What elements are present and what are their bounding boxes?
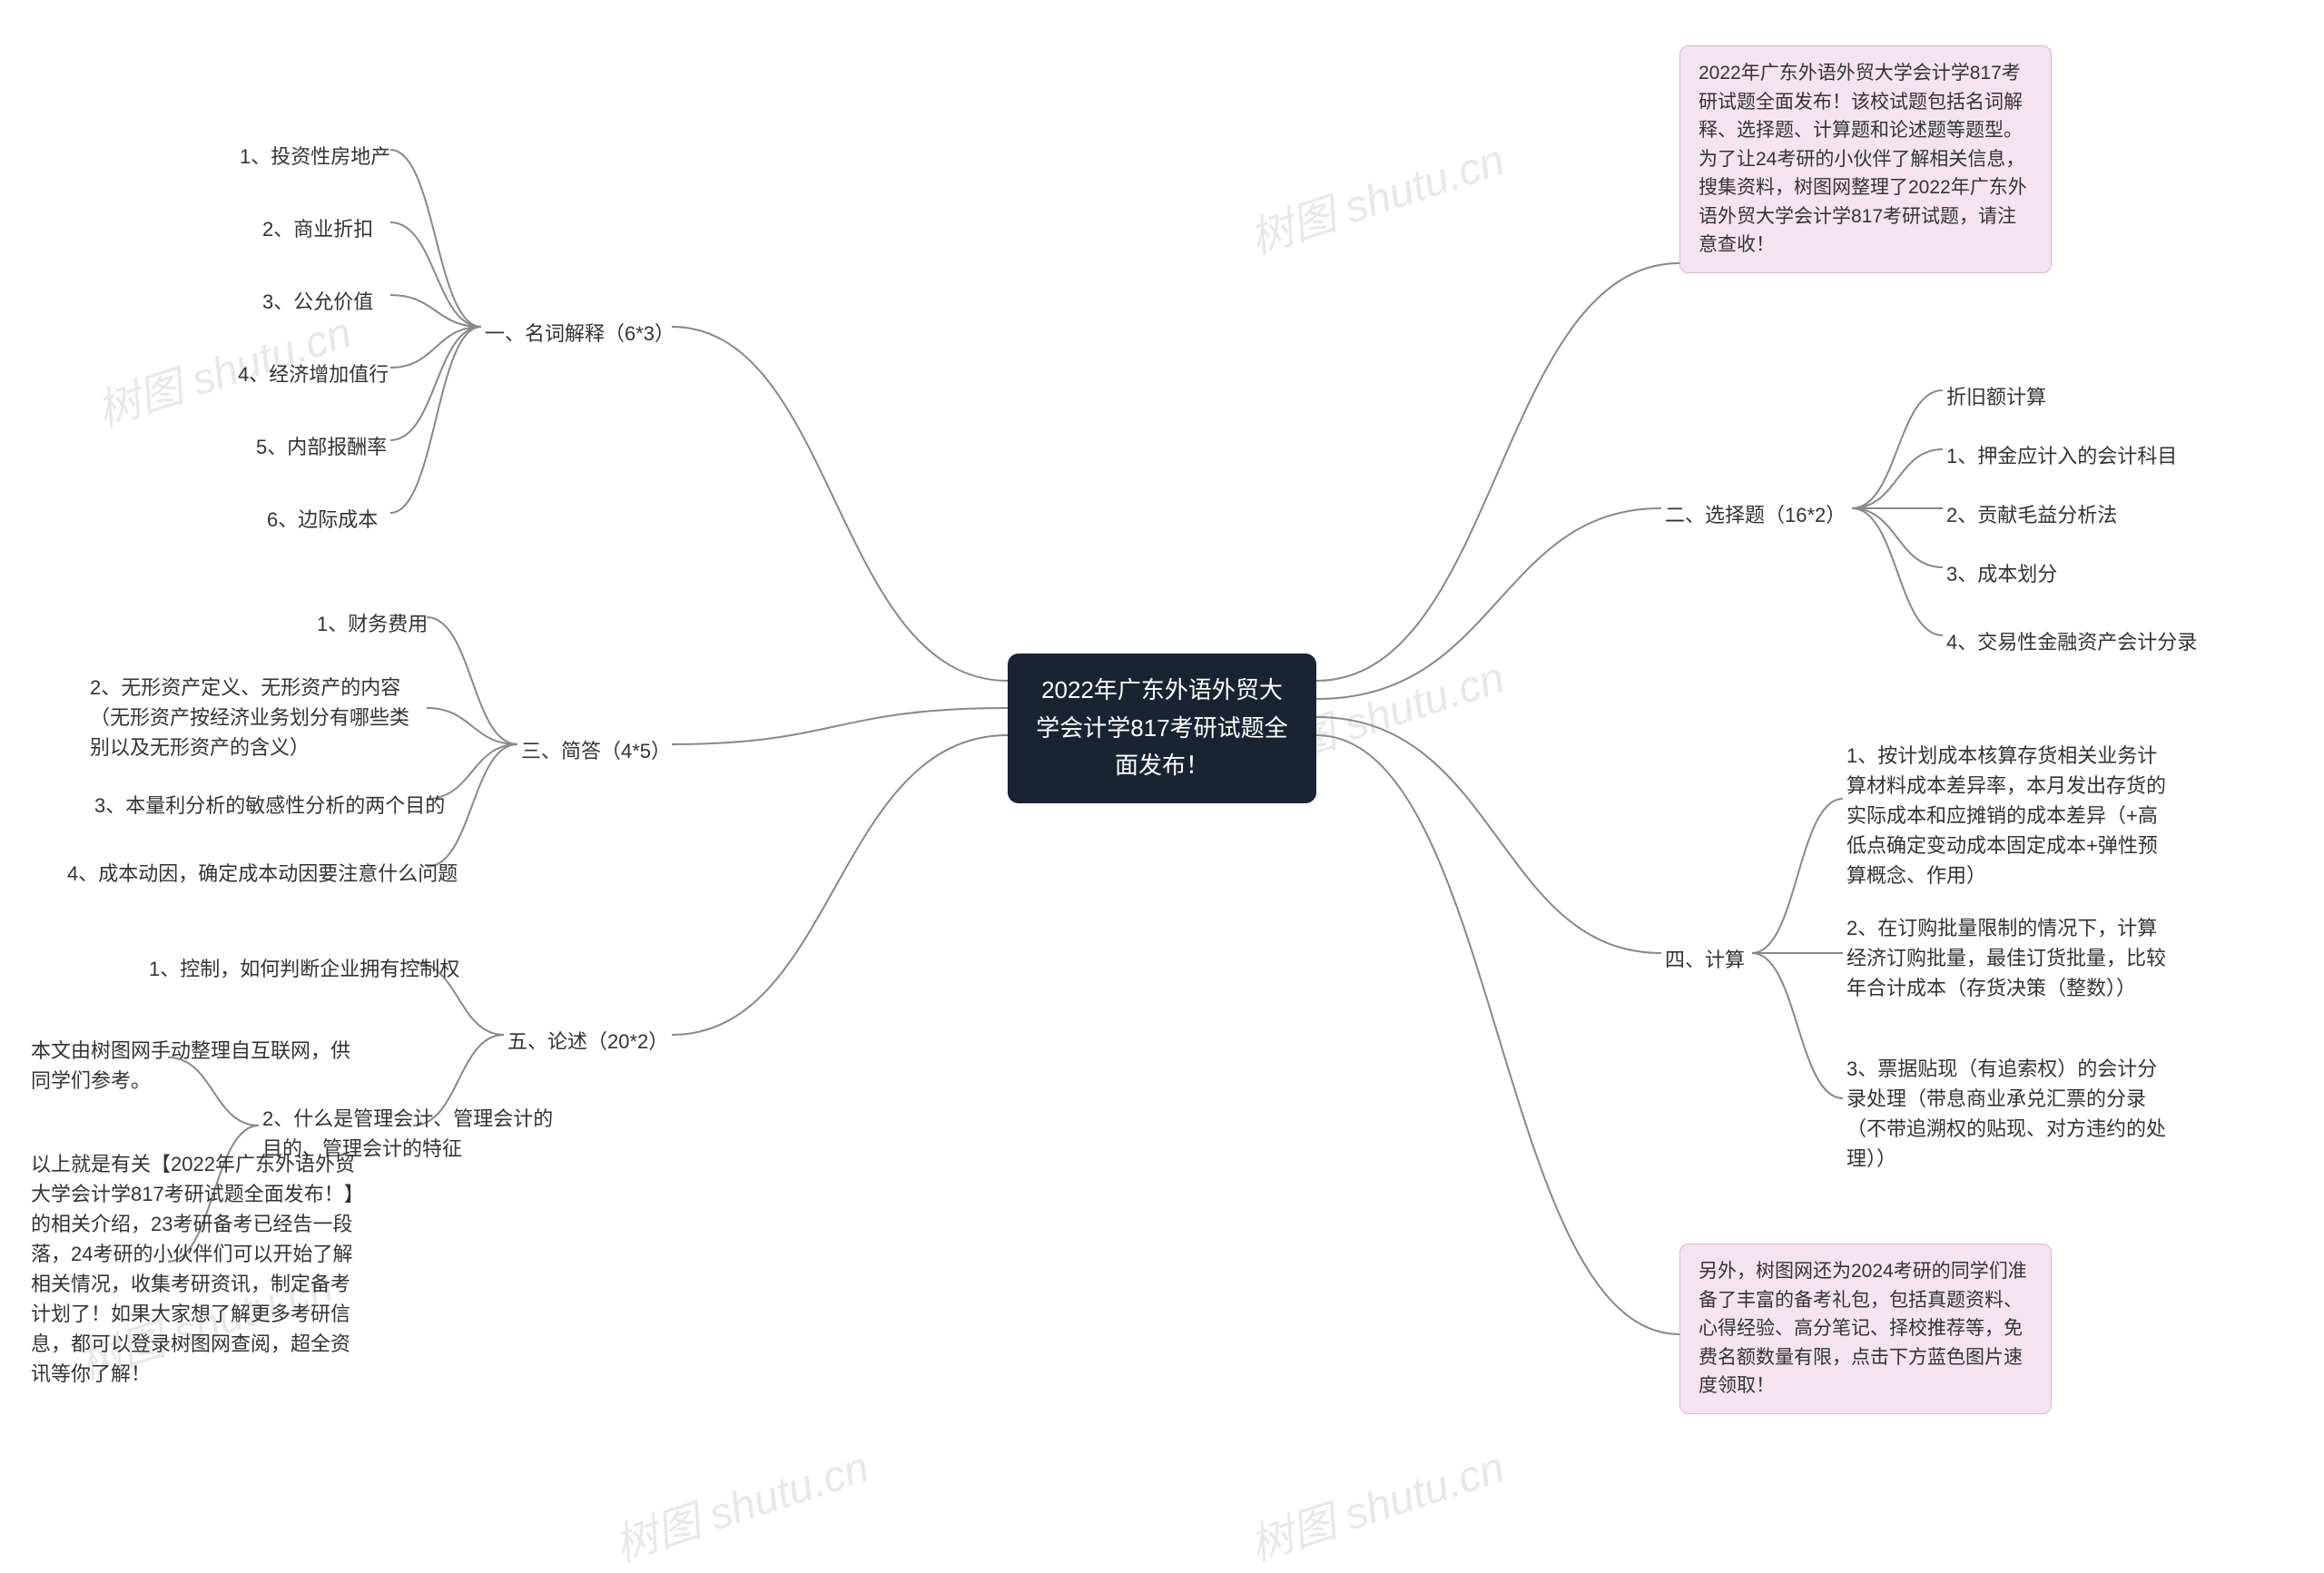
right-outro-box: 另外，树图网还为2024考研的同学们准备了丰富的备考礼包，包括真题资料、心得经验… bbox=[1679, 1244, 2052, 1414]
mingci-item-5: 6、边际成本 bbox=[263, 499, 381, 540]
xuanze-item-1: 1、押金应计入的会计科目 bbox=[1943, 436, 2181, 477]
xuanze-item-2: 2、贡献毛益分析法 bbox=[1943, 495, 2121, 536]
center-node: 2022年广东外语外贸大学会计学817考研试题全面发布！ bbox=[1008, 654, 1316, 803]
mingci-item-0: 1、投资性房地产 bbox=[236, 136, 394, 177]
mingci-item-3: 4、经济增加值行 bbox=[234, 354, 392, 395]
jisuan-item-2: 3、票据贴现（有追索权）的会计分录处理（带息商业承兑汇票的分录（不带追溯权的贴现… bbox=[1843, 1048, 2179, 1179]
branch-mingci: 一、名词解释（6*3） bbox=[481, 313, 678, 354]
mingci-item-4: 5、内部报酬率 bbox=[252, 427, 390, 467]
lunshu-sub-1: 以上就是有关【2022年广东外语外贸大学会计学817考研试题全面发布！】的相关介… bbox=[27, 1144, 363, 1394]
jianda-item-2: 3、本量利分析的敏感性分析的两个目的 bbox=[91, 785, 448, 826]
branch-jisuan: 四、计算 bbox=[1661, 939, 1748, 980]
branch-lunshu: 五、论述（20*2） bbox=[504, 1021, 672, 1062]
branch-xuanze: 二、选择题（16*2） bbox=[1661, 495, 1849, 536]
branch-jianda: 三、简答（4*5） bbox=[517, 731, 675, 772]
right-intro-box: 2022年广东外语外贸大学会计学817考研试题全面发布！该校试题包括名词解释、选… bbox=[1679, 45, 2052, 273]
xuanze-item-4: 4、交易性金融资产会计分录 bbox=[1943, 622, 2201, 663]
jisuan-item-1: 2、在订购批量限制的情况下，计算经济订购批量，最佳订货批量，比较年合计成本（存货… bbox=[1843, 908, 2179, 1008]
lunshu-item-0: 1、控制，如何判断企业拥有控制权 bbox=[145, 949, 463, 989]
lunshu-sub-0: 本文由树图网手动整理自互联网，供同学们参考。 bbox=[27, 1030, 363, 1101]
jianda-item-3: 4、成本动因，确定成本动因要注意什么问题 bbox=[64, 853, 461, 894]
jianda-item-0: 1、财务费用 bbox=[313, 604, 431, 644]
jianda-item-1: 2、无形资产定义、无形资产的内容（无形资产按经济业务划分有哪些类别以及无形资产的… bbox=[86, 667, 431, 768]
jisuan-item-0: 1、按计划成本核算存货相关业务计算材料成本差异率，本月发出存货的实际成本和应摊销… bbox=[1843, 735, 2179, 896]
xuanze-item-0: 折旧额计算 bbox=[1943, 377, 2050, 418]
mingci-item-1: 2、商业折扣 bbox=[259, 209, 377, 250]
xuanze-item-3: 3、成本划分 bbox=[1943, 554, 2061, 595]
mingci-item-2: 3、公允价值 bbox=[259, 281, 377, 322]
